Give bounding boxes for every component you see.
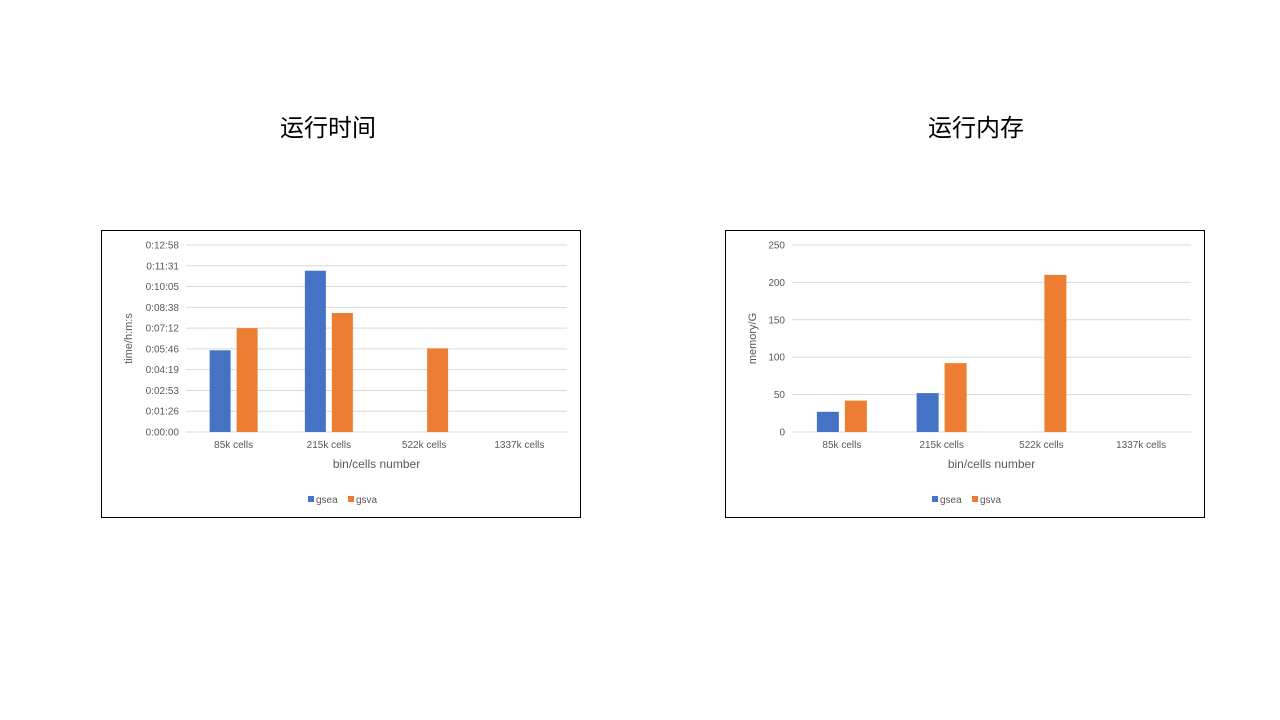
y-tick-label: 250 [768,241,785,252]
bar-gsva [331,313,353,432]
legend-swatch-gsea [308,496,314,502]
bar-gsva [427,348,449,432]
y-tick-label: 0:07:12 [146,324,180,335]
x-tick-label: 1337k cells [1116,440,1166,451]
y-tick-label: 150 [768,315,785,326]
y-axis-title: memory/G [747,313,759,364]
legend-swatch-gsva [972,496,978,502]
y-tick-label: 50 [774,390,786,401]
y-tick-label: 100 [768,353,785,364]
legend-label-gsva: gsva [356,495,378,506]
bar-gsva [1044,274,1067,432]
x-axis-title: bin/cells number [333,457,420,471]
x-tick-label: 1337k cells [494,440,544,451]
bar-gsea [816,411,839,432]
memory-chart: 0 50 100 150 200 250 85k cells 215k cells 522k c… [725,230,1205,518]
y-tick-label: 0:01:26 [146,407,180,418]
x-tick-label: 215k cells [919,440,963,451]
bar-gsva [944,363,967,432]
y-tick-label: 0:05:46 [146,344,180,355]
chart-svg: 0 50 100 150 200 250 85k cells 215k cells 522k c… [747,241,1191,506]
bar-gsea [304,270,326,432]
legend-label-gsea: gsea [316,495,338,506]
x-axis-title: bin/cells number [948,457,1035,471]
legend-swatch-gsva [348,496,354,502]
bar-gsva [844,400,867,432]
legend-label-gsea: gsea [940,495,962,506]
legend-label-gsva: gsva [980,495,1002,506]
y-tick-label: 0 [779,428,785,439]
x-tick-label: 85k cells [214,440,253,451]
runtime-chart: 0:00:00 0:01:26 0:02:53 0:04:19 0:05:46 0:07:… [101,230,581,518]
y-tick-label: 0:11:31 [146,261,179,272]
bar-gsea [209,350,231,432]
x-tick-label: 85k cells [822,440,861,451]
y-tick-label: 0:04:19 [146,365,180,376]
slide-title-memory: 运行内存 [928,114,1024,142]
y-tick-label: 0:12:58 [146,241,180,252]
y-tick-label: 200 [768,278,785,289]
x-tick-label: 522k cells [402,440,446,451]
x-tick-label: 522k cells [1019,440,1063,451]
bar-gsva [236,328,258,432]
y-tick-label: 0:08:38 [146,303,180,314]
x-tick-label: 215k cells [307,440,351,451]
bar-gsea [916,393,939,432]
chart-svg: 0:00:00 0:01:26 0:02:53 0:04:19 0:05:46 0:07:… [123,241,567,506]
y-axis-title: time/h:m:s [123,313,135,364]
y-tick-label: 0:00:00 [146,428,180,439]
y-tick-label: 0:10:05 [146,282,180,293]
slide-title-runtime: 运行时间 [280,114,376,142]
y-tick-label: 0:02:53 [146,386,180,397]
legend-swatch-gsea [932,496,938,502]
